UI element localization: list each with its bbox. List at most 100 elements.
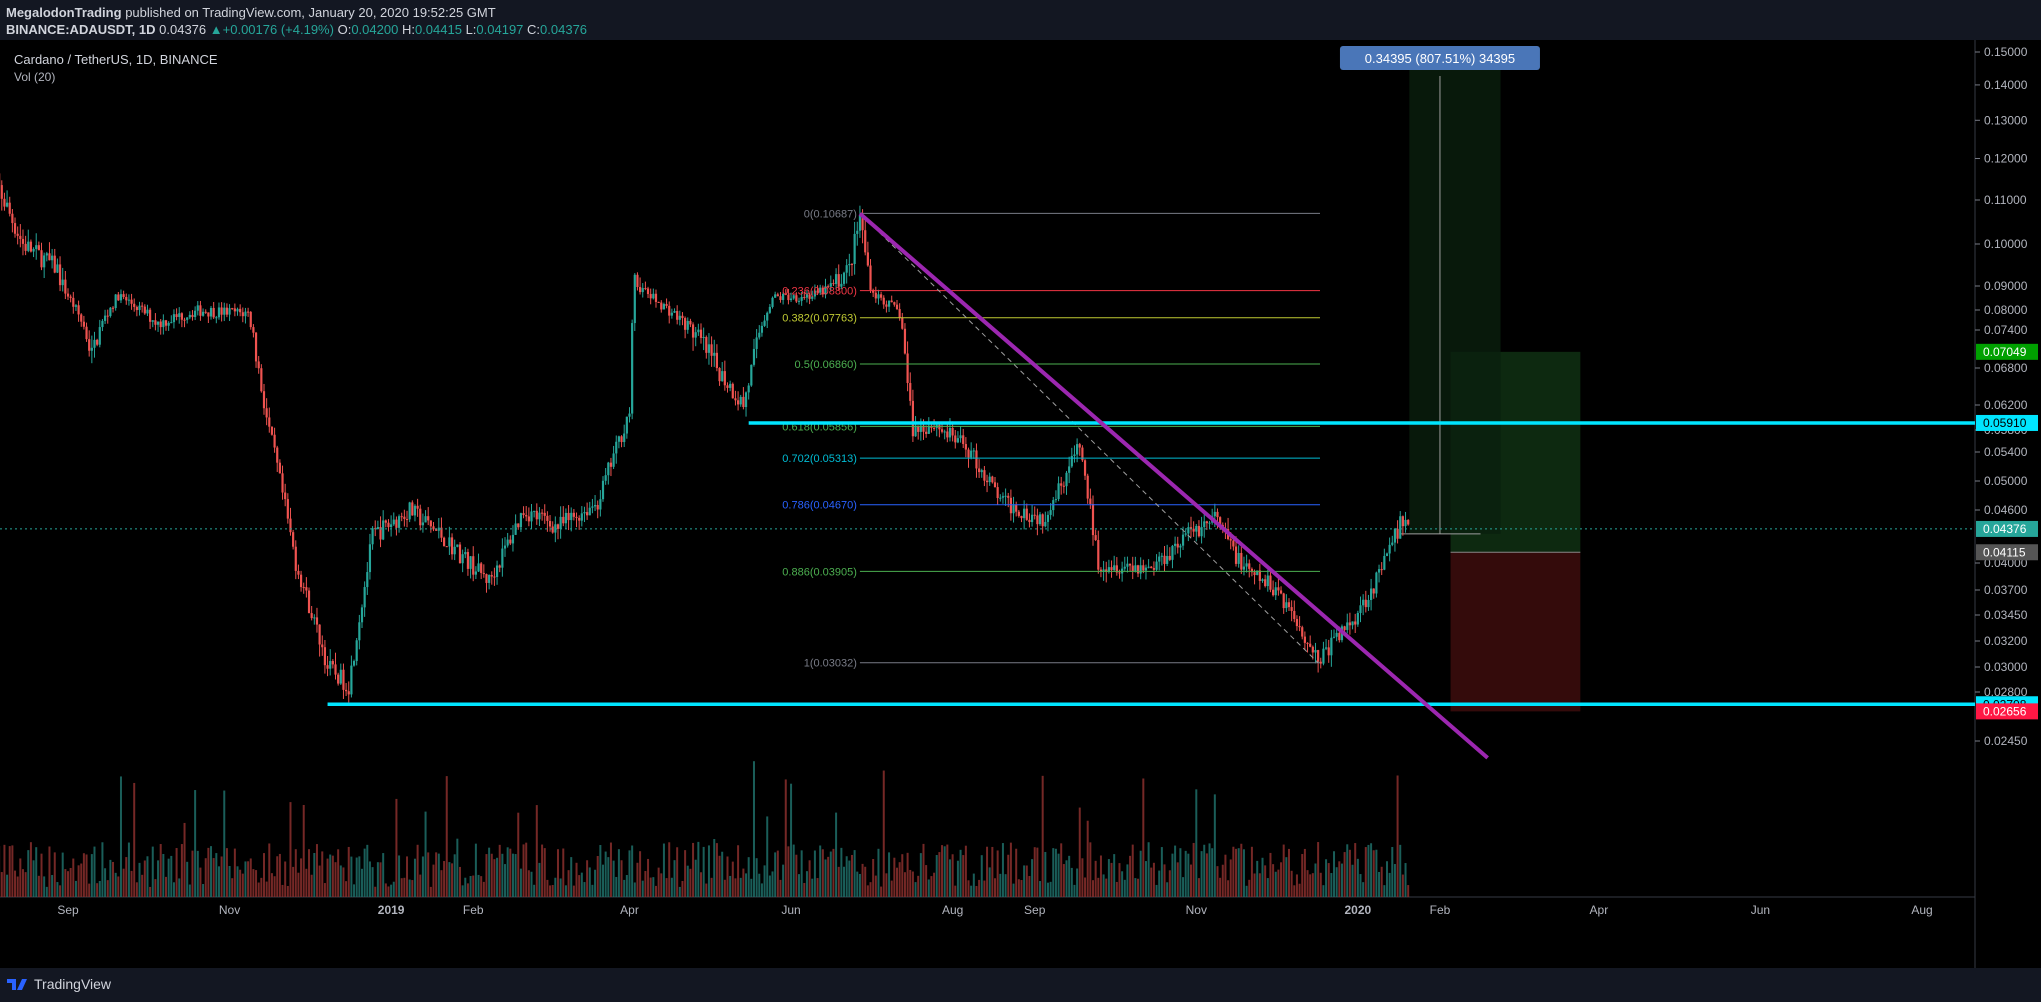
volume-bar: [305, 868, 308, 897]
volume-bar: [511, 853, 514, 897]
volume-bar: [991, 846, 994, 897]
volume-bar: [456, 838, 459, 897]
volume-bar: [353, 884, 356, 897]
volume-bar: [570, 857, 573, 897]
price-tick-label: 0.02800: [1984, 685, 2028, 699]
candle-body: [1142, 565, 1145, 571]
volume-bar: [194, 790, 197, 897]
candle-body: [265, 408, 268, 418]
volume-bar: [1205, 853, 1208, 897]
candle-body: [1192, 528, 1195, 532]
volume-bar: [654, 885, 657, 897]
volume-bar: [1137, 878, 1140, 897]
volume-bar: [395, 798, 398, 897]
candle-body: [413, 505, 417, 516]
publisher-name[interactable]: MegalodonTrading: [6, 5, 122, 20]
volume-bar: [644, 871, 647, 897]
volume-bar: [948, 859, 951, 897]
candle-body: [993, 482, 997, 488]
candle-body: [241, 312, 244, 317]
volume-bar: [1078, 807, 1081, 897]
tradingview-brand[interactable]: TradingView: [6, 976, 111, 992]
candle-body: [1351, 621, 1354, 626]
volume-bar: [726, 856, 729, 897]
volume-bar: [1155, 884, 1158, 897]
candle-body: [1189, 527, 1193, 529]
candle-body: [156, 321, 160, 325]
volume-bar: [525, 842, 528, 897]
candle-body: [390, 524, 393, 528]
candle-body: [488, 575, 491, 583]
candle-body: [257, 361, 260, 369]
candle-body: [954, 435, 957, 443]
candle-body: [1309, 643, 1312, 647]
candle-body: [999, 497, 1002, 499]
volume-bar: [313, 852, 316, 897]
volume-bar: [138, 862, 141, 897]
candle-body: [1081, 447, 1084, 461]
candle-body: [45, 253, 48, 256]
volume-bar: [623, 879, 626, 897]
candle-body: [681, 315, 684, 319]
candle-body: [27, 241, 30, 251]
candle-body: [824, 286, 827, 295]
volume-bar: [1258, 873, 1261, 897]
volume-bar: [326, 858, 329, 897]
candle-body: [278, 462, 281, 474]
candle-body: [326, 665, 329, 669]
candle-body: [1391, 542, 1394, 545]
candle-body: [691, 324, 695, 338]
candle-body: [766, 312, 769, 321]
volume-bar: [914, 882, 917, 897]
candle-body: [48, 253, 51, 261]
volume-bar: [1060, 843, 1063, 897]
volume-bar: [157, 860, 160, 897]
volume-bar: [35, 847, 38, 897]
candle-body: [461, 554, 464, 564]
volume-bar: [1166, 882, 1169, 897]
candle-body: [978, 468, 981, 473]
volume-bar: [109, 859, 112, 897]
candle-body: [755, 337, 758, 349]
candle-body: [310, 613, 313, 619]
candle-body: [885, 304, 888, 307]
price-tick-label: 0.06800: [1984, 361, 2028, 375]
candle-body: [408, 502, 411, 520]
candles: [0, 173, 1410, 703]
volume-bar: [1115, 881, 1118, 897]
candle-body: [744, 392, 748, 408]
candle-body: [1248, 563, 1251, 569]
price-chart[interactable]: 0.15000 0.14000 0.13000 0.12000 0.11000 0.100…: [0, 40, 2041, 968]
candle-body: [207, 312, 210, 317]
volume-bar: [662, 843, 665, 897]
volume-bar: [1317, 842, 1320, 897]
candle-body: [53, 255, 56, 273]
candle-body: [940, 429, 944, 432]
volume-bar: [19, 858, 22, 897]
volume-bar: [440, 870, 443, 897]
price-label-text: 0.04115: [1983, 545, 2026, 559]
candle-body: [877, 294, 880, 299]
candle-body: [1234, 546, 1238, 564]
volume-bar: [493, 859, 496, 897]
candle-body: [572, 512, 575, 517]
volume-bar: [310, 874, 313, 897]
candle-body: [758, 332, 761, 338]
volume-bar: [1280, 862, 1283, 897]
volume-bar: [122, 868, 125, 897]
candle-body: [289, 518, 292, 533]
candle-body: [1232, 540, 1235, 547]
candle-body: [437, 527, 440, 531]
volume-bar: [1123, 879, 1126, 897]
candle-body: [318, 624, 321, 645]
candle-body: [21, 238, 25, 244]
candle-body: [538, 512, 541, 520]
volume-bar: [411, 880, 414, 897]
candle-body: [376, 527, 379, 530]
volume-bar: [792, 844, 795, 897]
close-label: C:: [527, 22, 541, 37]
candle-body: [1393, 528, 1397, 543]
candle-body: [596, 505, 599, 510]
candle-body: [323, 647, 327, 666]
candle-body: [175, 314, 178, 318]
